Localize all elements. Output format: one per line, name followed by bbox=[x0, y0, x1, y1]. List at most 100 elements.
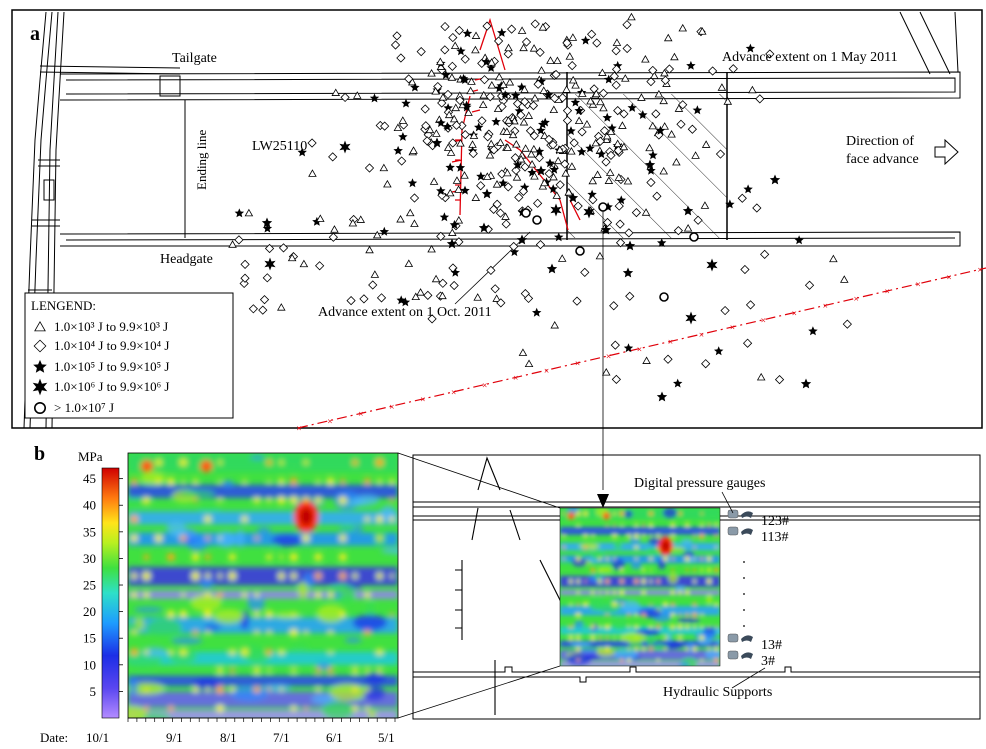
diamond-marker bbox=[534, 153, 544, 163]
x-mark: × bbox=[327, 417, 333, 425]
x-mark: × bbox=[606, 353, 612, 361]
triangle-marker bbox=[409, 146, 418, 154]
diamond-marker bbox=[448, 32, 458, 43]
triangle-marker bbox=[595, 251, 605, 260]
triangle-marker bbox=[505, 77, 515, 86]
triangle-marker bbox=[427, 69, 436, 77]
diamond-marker bbox=[592, 38, 602, 48]
triangle-marker bbox=[663, 33, 673, 42]
diamond-marker bbox=[482, 21, 492, 31]
legend-item-5: > 1.0×10⁷ J bbox=[54, 400, 114, 415]
triangle-marker bbox=[568, 75, 578, 84]
diamond-marker bbox=[663, 354, 673, 364]
star5-marker bbox=[743, 184, 753, 194]
star5-marker bbox=[604, 74, 614, 84]
triangle-marker bbox=[393, 123, 403, 132]
diamond-marker bbox=[687, 124, 697, 134]
star5-marker bbox=[532, 307, 542, 317]
triangle-marker bbox=[483, 172, 492, 180]
triangle-marker bbox=[330, 225, 339, 233]
triangle-marker bbox=[494, 72, 504, 81]
diamond-marker bbox=[530, 19, 540, 29]
diamond-marker bbox=[611, 64, 622, 74]
face-advance-arrow bbox=[934, 138, 959, 166]
diamond-marker bbox=[340, 92, 350, 103]
star5-marker bbox=[769, 174, 781, 185]
diamond-marker bbox=[489, 145, 499, 155]
x-mark: × bbox=[884, 288, 890, 296]
triangle-marker bbox=[331, 88, 341, 96]
triangle-marker bbox=[456, 139, 465, 147]
star5-marker bbox=[644, 159, 656, 170]
triangle-marker bbox=[398, 116, 408, 124]
triangle-marker bbox=[683, 224, 693, 232]
diamond-marker bbox=[496, 298, 506, 308]
triangle-marker bbox=[503, 168, 512, 177]
diamond-marker bbox=[765, 49, 775, 59]
triangle-marker bbox=[316, 214, 325, 222]
triangle-marker bbox=[529, 144, 539, 153]
diamond-marker bbox=[646, 77, 656, 87]
date-prefix: Date: bbox=[40, 730, 68, 745]
diamond-marker bbox=[409, 193, 420, 203]
diamond-marker bbox=[520, 97, 530, 107]
diamond-marker bbox=[264, 243, 275, 254]
diamond-marker bbox=[567, 60, 577, 71]
x-mark: × bbox=[575, 360, 581, 368]
diamond-marker bbox=[486, 265, 496, 275]
diamond-marker bbox=[599, 126, 610, 136]
triangle-marker bbox=[460, 171, 469, 179]
triangle-marker bbox=[450, 41, 460, 50]
triangle-marker bbox=[471, 193, 481, 201]
triangle-marker bbox=[567, 147, 576, 155]
star5-marker bbox=[510, 90, 521, 100]
diamond-marker bbox=[514, 192, 524, 202]
diamond-marker bbox=[742, 338, 753, 348]
diamond-marker bbox=[676, 119, 686, 129]
triangle-marker bbox=[602, 131, 612, 140]
diamond-marker bbox=[651, 109, 661, 119]
star5-marker bbox=[476, 171, 486, 181]
triangle-marker bbox=[839, 275, 849, 283]
diamond-marker bbox=[454, 237, 464, 247]
gauge-cable-icon bbox=[741, 511, 753, 518]
diamond-marker bbox=[448, 138, 458, 148]
diamond-marker bbox=[588, 195, 598, 205]
triangle-marker bbox=[467, 77, 476, 85]
triangle-marker bbox=[700, 201, 710, 209]
diamond-marker bbox=[380, 121, 390, 131]
date-tick-5: 6/1 bbox=[326, 730, 343, 745]
triangle-marker bbox=[487, 81, 497, 89]
triangle-marker bbox=[431, 87, 440, 95]
triangle-marker bbox=[228, 240, 237, 248]
triangle-marker bbox=[452, 176, 462, 184]
triangle-marker bbox=[308, 169, 317, 177]
star5-marker bbox=[800, 378, 812, 389]
diamond-marker bbox=[693, 215, 703, 225]
diamond-marker bbox=[449, 280, 459, 291]
star5-marker bbox=[461, 100, 472, 110]
support-id-13: 13# bbox=[761, 638, 782, 653]
star5-marker bbox=[587, 189, 597, 199]
diamond-marker bbox=[390, 40, 401, 50]
diamond-marker bbox=[548, 140, 558, 150]
triangle-marker bbox=[356, 215, 366, 223]
star5-marker bbox=[446, 238, 458, 249]
triangle-marker bbox=[530, 93, 540, 102]
triangle-marker bbox=[674, 104, 684, 112]
diamond-marker bbox=[610, 340, 620, 350]
x-mark: × bbox=[668, 338, 674, 346]
diamond-marker bbox=[359, 294, 369, 304]
triangle-marker bbox=[454, 185, 463, 193]
triangle-marker bbox=[648, 121, 658, 130]
triangle-marker bbox=[552, 191, 562, 199]
triangle-marker bbox=[519, 117, 529, 126]
date-tick-4: 7/1 bbox=[273, 730, 290, 745]
triangle-marker bbox=[501, 212, 510, 220]
legend-item-3: 1.0×10⁵ J to 9.9×10⁵ J bbox=[54, 359, 169, 374]
diamond-marker bbox=[562, 38, 572, 48]
triangle-marker bbox=[623, 176, 633, 185]
triangle-marker bbox=[408, 77, 417, 86]
diamond-marker bbox=[234, 235, 244, 245]
star5-marker bbox=[398, 132, 408, 141]
